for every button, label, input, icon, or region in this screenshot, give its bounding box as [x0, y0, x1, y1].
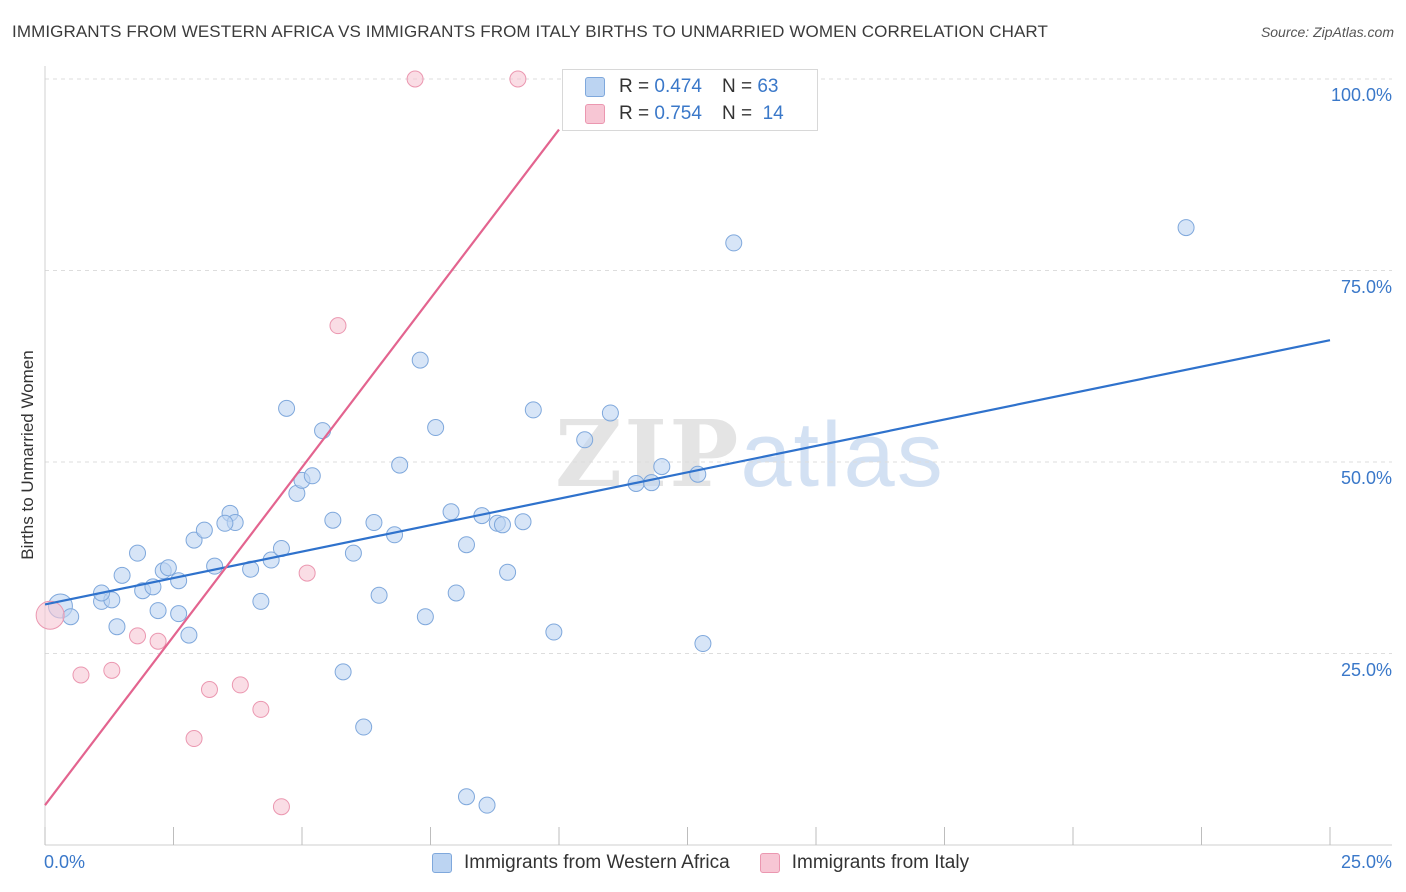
x-tick-label-min: 0.0%	[44, 852, 86, 872]
chart-title: IMMIGRANTS FROM WESTERN AFRICA VS IMMIGR…	[12, 22, 1048, 41]
point-western-africa	[653, 458, 671, 476]
point-western-africa	[1177, 219, 1195, 237]
point-western-africa	[159, 559, 177, 577]
point-western-africa	[725, 234, 743, 252]
point-western-africa	[216, 514, 234, 532]
point-western-africa	[370, 586, 388, 604]
trend-line-italy	[44, 128, 560, 806]
legend-r-label: R =	[619, 103, 650, 124]
watermark-zip: ZIP	[555, 400, 741, 508]
correlation-legend: R = 0.474 N = 63 R = 0.754 N = 14	[562, 69, 818, 131]
point-western-africa	[278, 399, 296, 417]
point-western-africa	[324, 511, 342, 529]
legend-swatch-italy	[585, 104, 605, 124]
legend-row-western-africa: R = 0.474 N = 63	[585, 74, 778, 100]
legend-r-value-italy: 0.754	[654, 103, 702, 124]
legend-n-label: N =	[721, 76, 753, 97]
point-western-africa	[478, 796, 496, 814]
point-italy	[231, 676, 249, 694]
point-italy	[103, 661, 121, 679]
x-tick-label-max: 25.0%	[1340, 852, 1392, 872]
point-western-africa	[545, 623, 563, 641]
chart-source: Source: ZipAtlas.com	[1260, 24, 1394, 40]
point-western-africa	[427, 419, 445, 437]
point-italy	[272, 798, 290, 816]
point-western-africa	[303, 467, 321, 485]
point-western-africa	[129, 544, 147, 562]
point-western-africa	[514, 513, 532, 531]
watermark: ZIPatlas	[555, 400, 945, 508]
point-italy	[129, 627, 147, 645]
y-tick-label-100: 100.0%	[1330, 85, 1392, 105]
point-italy	[200, 681, 218, 699]
point-italy	[185, 730, 203, 748]
point-italy	[406, 70, 424, 88]
point-western-africa	[447, 584, 465, 602]
point-western-africa	[344, 544, 362, 562]
axes	[44, 66, 1392, 846]
point-western-africa	[185, 531, 203, 549]
point-italy	[509, 70, 527, 88]
legend-bottom-swatch-italy	[759, 853, 780, 873]
y-axis-label: Births to Unmarried Women	[18, 350, 37, 560]
legend-item-western-africa: Immigrants from Western Africa	[432, 852, 730, 874]
point-western-africa	[334, 663, 352, 681]
point-italy	[149, 632, 167, 650]
point-western-africa	[694, 635, 712, 653]
point-western-africa	[499, 563, 517, 581]
y-tick-label-50: 50.0%	[1340, 468, 1392, 488]
legend-row-italy: R = 0.754 N = 14	[585, 101, 784, 127]
point-italy	[252, 700, 270, 718]
legend-r-label: R =	[619, 76, 650, 97]
point-italy	[35, 600, 65, 630]
point-western-africa	[457, 788, 475, 806]
series-legend: Immigrants from Western Africa Immigrant…	[432, 852, 999, 874]
point-western-africa	[493, 516, 511, 534]
point-western-africa	[576, 431, 594, 449]
point-western-africa	[411, 351, 429, 369]
legend-n-label: N =	[721, 103, 753, 124]
point-western-africa	[252, 592, 270, 610]
point-western-africa	[180, 626, 198, 644]
point-western-africa	[108, 618, 126, 636]
point-western-africa	[314, 422, 332, 440]
point-western-africa	[391, 456, 409, 474]
point-western-africa	[365, 514, 383, 532]
legend-bottom-swatch-western-africa	[432, 853, 452, 873]
point-western-africa	[643, 474, 661, 492]
point-western-africa	[524, 401, 542, 419]
y-tick-label-25: 25.0%	[1340, 659, 1392, 680]
point-western-africa	[113, 566, 131, 584]
legend-n-value-western-africa: 63	[757, 76, 779, 97]
point-western-africa	[62, 608, 80, 626]
point-western-africa	[457, 536, 475, 554]
y-tick-label-75: 75.0%	[1340, 276, 1392, 297]
point-western-africa	[170, 605, 188, 623]
trend-lines	[44, 128, 1331, 806]
series-western-africa-points	[47, 219, 1195, 814]
point-western-africa	[355, 718, 373, 736]
legend-swatch-western-africa	[585, 77, 605, 97]
point-western-africa	[442, 503, 460, 521]
legend-bottom-label-western-africa: Immigrants from Western Africa	[464, 852, 730, 873]
point-western-africa	[601, 404, 619, 422]
point-western-africa	[149, 602, 167, 620]
legend-r-value-western-africa: 0.474	[654, 76, 702, 97]
legend-item-italy: Immigrants from Italy	[759, 852, 970, 874]
legend-n-value-italy: 14	[762, 103, 784, 124]
point-western-africa	[416, 608, 434, 626]
trend-line-western-africa	[44, 339, 1331, 606]
series-italy-points	[35, 70, 527, 816]
point-western-africa	[195, 521, 213, 539]
legend-bottom-label-italy: Immigrants from Italy	[791, 852, 970, 873]
point-italy	[329, 317, 347, 335]
point-italy	[298, 564, 316, 582]
point-italy	[72, 666, 90, 684]
